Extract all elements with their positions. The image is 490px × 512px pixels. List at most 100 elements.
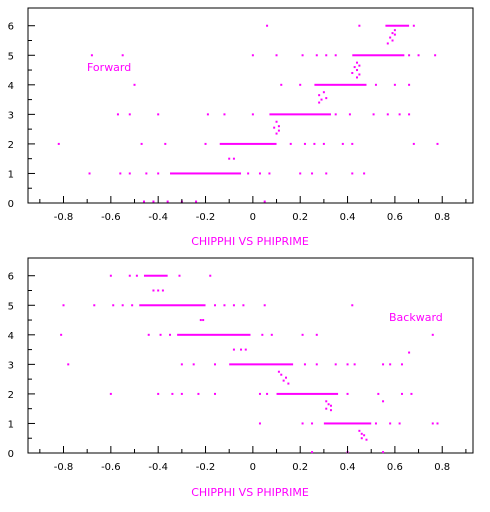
backward-data-point	[363, 434, 366, 437]
forward-data-point	[374, 83, 377, 86]
forward-data-band	[269, 113, 331, 116]
forward-y-tick-label: 5	[8, 51, 14, 62]
forward-data-band	[170, 172, 242, 175]
backward-x-tick-label: 0.2	[292, 462, 308, 473]
backward-data-band	[276, 392, 339, 395]
forward-data-point	[356, 61, 359, 64]
forward-data-point	[145, 172, 148, 175]
backward-data-point	[135, 274, 138, 277]
backward-data-point	[60, 333, 63, 336]
backward-data-band	[229, 363, 294, 366]
backward-data-point	[325, 407, 328, 410]
backward-y-tick-label: 0	[8, 449, 14, 460]
forward-data-point	[325, 172, 328, 175]
backward-data-point	[192, 363, 195, 366]
forward-data-point	[121, 54, 124, 57]
backward-data-point	[67, 363, 70, 366]
forward-data-point	[164, 142, 167, 145]
backward-data-point	[398, 422, 401, 425]
forward-data-point	[356, 76, 359, 79]
backward-data-point	[121, 304, 124, 307]
forward-data-point	[275, 120, 278, 123]
forward-data-point	[166, 200, 169, 203]
backward-data-band	[143, 274, 168, 277]
backward-data-point	[244, 348, 247, 351]
backward-data-point	[112, 304, 115, 307]
backward-data-point	[436, 422, 439, 425]
backward-data-point	[353, 363, 356, 366]
backward-data-point	[311, 422, 314, 425]
forward-data-point	[313, 142, 316, 145]
backward-data-point	[301, 422, 304, 425]
forward-data-point	[391, 32, 394, 35]
backward-data-point	[382, 400, 385, 403]
forward-data-point	[398, 113, 401, 116]
forward-data-point	[275, 132, 278, 135]
forward-data-point	[393, 33, 396, 36]
backward-data-point	[311, 451, 314, 454]
forward-data-point	[195, 200, 198, 203]
forward-data-marks	[57, 24, 439, 203]
forward-x-tick-label: 0.2	[292, 212, 308, 223]
forward-data-point	[391, 39, 394, 42]
forward-y-tick-label: 4	[8, 81, 14, 92]
forward-data-point	[318, 101, 321, 104]
backward-axes: -0.8 -0.6 -0.4 -0.2 0 0.2 0.4 0.6 0.8 0 1 2 3 4 5 6	[8, 272, 467, 473]
forward-data-point	[325, 97, 328, 100]
forward-data-point	[277, 129, 280, 132]
forward-data-point	[356, 69, 359, 72]
backward-data-point	[109, 392, 112, 395]
forward-data-point	[412, 142, 415, 145]
forward-data-point	[266, 24, 269, 27]
backward-data-point	[169, 333, 172, 336]
backward-x-tick-label: 0.4	[340, 462, 356, 473]
backward-data-point	[157, 289, 160, 292]
backward-data-point	[329, 409, 332, 412]
backward-data-point	[410, 392, 413, 395]
forward-data-point	[303, 142, 306, 145]
forward-x-tick-label: 0.4	[340, 212, 356, 223]
forward-data-point	[320, 98, 323, 101]
forward-data-point	[386, 42, 389, 45]
backward-data-point	[408, 351, 411, 354]
backward-data-point	[382, 363, 385, 366]
backward-data-point	[178, 274, 181, 277]
backward-annotation: Backward	[389, 311, 443, 324]
backward-x-tick-label: -0.8	[54, 462, 74, 473]
forward-data-point	[280, 83, 283, 86]
backward-data-band	[177, 333, 251, 336]
forward-y-tick-label: 2	[8, 140, 14, 151]
forward-x-tick-label: -0.6	[101, 212, 121, 223]
backward-data-point	[334, 363, 337, 366]
forward-data-band	[219, 142, 277, 145]
backward-data-point	[93, 304, 96, 307]
backward-x-tick-label: -0.6	[101, 462, 121, 473]
forward-data-point	[389, 36, 392, 39]
forward-data-point	[334, 54, 337, 57]
forward-data-point	[204, 142, 207, 145]
forward-data-point	[322, 142, 325, 145]
backward-data-point	[346, 392, 349, 395]
backward-data-point	[400, 392, 403, 395]
forward-data-point	[142, 200, 145, 203]
forward-data-point	[263, 200, 266, 203]
forward-data-point	[251, 113, 254, 116]
backward-data-band	[139, 304, 206, 307]
backward-data-point	[159, 333, 162, 336]
forward-data-point	[325, 54, 328, 57]
backward-data-point	[400, 363, 403, 366]
backward-data-point	[258, 392, 261, 395]
forward-data-point	[116, 113, 119, 116]
backward-y-tick-label: 1	[8, 419, 14, 430]
forward-data-point	[372, 113, 375, 116]
backward-x-axis-label: CHIPPHI VS PHIPRIME	[191, 486, 309, 499]
forward-data-point	[358, 64, 361, 67]
forward-data-point	[206, 113, 209, 116]
backward-data-point	[389, 422, 392, 425]
backward-data-point	[382, 451, 385, 454]
forward-data-point	[311, 172, 314, 175]
backward-data-point	[389, 363, 392, 366]
backward-data-point	[263, 304, 266, 307]
